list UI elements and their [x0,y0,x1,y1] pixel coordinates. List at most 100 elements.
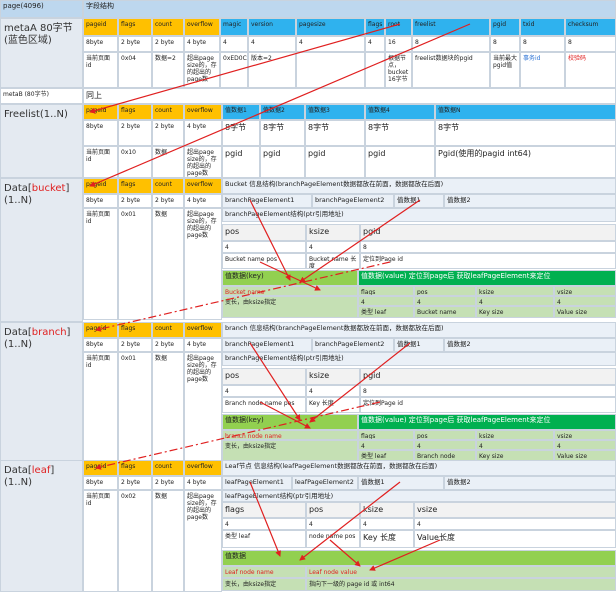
field-note: pgid [305,146,365,178]
label-part: (1..N) [4,339,33,350]
field-note: 超出page size的，存的超出的page数 [184,52,220,88]
field-size: 8字节 [305,120,365,146]
field-name: count [152,178,184,194]
field-name: flags [118,460,152,476]
data-note: 变长，由ksize指定 [222,578,306,591]
field-note: Bucket name 长度 [306,253,360,269]
value-size: 4 [554,440,616,450]
label-part: branch [31,327,67,338]
field-note: 数据=2 [152,52,184,88]
field-size: 4 [222,385,306,397]
value-size: 4 [554,296,616,306]
label-part: ] [50,465,55,476]
struct-title: branch 信息结构(branchPageElement数据都放在前面，数据都… [222,322,616,338]
value-field: pos [414,430,476,440]
field-size: 4 [306,518,360,530]
key-note: 变长，由ksize指定 [222,440,358,462]
key-title: 值数据(key) [222,414,358,430]
value-note: Value size [554,306,616,318]
field-name: pgid [490,18,520,36]
field-name: ksize [360,502,414,518]
field-note: 定位到Page id [360,253,616,269]
element: leafPageElement2 [292,476,358,490]
element: 值数据2 [444,194,616,208]
field-size: 4 byte [184,476,222,490]
field-size: 2 byte [152,338,184,352]
field-note: 根据节点，bucket 16字节 [385,52,412,88]
cell [365,52,385,88]
section-label: metaB (80字节) [0,88,83,104]
struct-title: Leaf节点 信息结构(leafPageElement数据都放在前面，数据都放在… [222,460,616,476]
section-label: Data[branch] (1..N) [0,322,83,466]
field-name: pgid [360,368,616,385]
field-size: 2 byte [152,120,184,146]
field-size: 4 [306,241,360,253]
field-name: pageid [83,460,118,476]
field-name: pageid [83,18,118,36]
value-field: ksize [476,430,554,440]
label-part: (1..N) [4,477,33,488]
field-note: 校验码 [565,52,616,88]
field-note: pgid [222,146,260,178]
field-size: 2 byte [152,476,184,490]
key-name: Bucket name [222,286,358,296]
field-size: 2 byte [118,338,152,352]
field-name: overflow [184,322,222,338]
field-size: 8byte [83,194,118,208]
field-name: 值数据2 [260,104,305,120]
value-field: flags [358,430,414,440]
element: 值数据1 [358,476,444,490]
data-title: 值数据 [222,550,616,566]
field-note: 类型 leaf [222,530,306,548]
value-field: vsize [554,430,616,440]
field-size: 4 [414,518,616,530]
section-label: Data[bucket] (1..N) [0,178,83,322]
field-size: 8 [360,241,616,253]
field-note: 当前最大pgid值 [490,52,520,88]
field-note: 0x02 [118,490,152,592]
field-note: 超出page size的，存的超出的page数 [184,352,222,464]
field-note: 定位到Page id [360,397,616,413]
field-size: 2 byte [118,194,152,208]
label-part: (1..N) [4,195,33,206]
field-size: 4 [296,36,365,52]
element: branchPageElement1 [222,338,312,352]
note: 同上 [83,88,616,104]
field-name: ksize [306,368,360,385]
field-size: 8 [490,36,520,52]
field-name: pageid [83,178,118,194]
element: branchPageElement1 [222,194,312,208]
element-title: branchPageElement结构(ptr引用地址) [222,352,616,366]
value-size: 4 [476,296,554,306]
field-size: 4 [222,518,306,530]
field-note: node name pos [306,530,360,548]
field-note: 数据 [152,490,184,592]
field-size: 8 [565,36,616,52]
field-note: 数据 [152,352,184,464]
value-title: 值数据(value) 定位到page后 获取leafPageElement来定位 [358,270,616,286]
field-name: pgid [360,224,616,241]
field-name: pos [222,368,306,385]
field-name: ksize [306,224,360,241]
field-name: checksum [565,18,616,36]
key-name: branch node name [222,430,358,440]
field-note: Bucket name pos [222,253,306,269]
field-name: pageid [83,104,118,120]
field-name: flags [365,18,385,36]
field-size: 4 byte [184,36,220,52]
value-field: vsize [554,286,616,296]
label-part: Data[ [4,327,32,338]
value-field: flags [358,286,414,296]
field-size: 4 [360,518,414,530]
field-note: Value长度 [414,530,616,548]
field-name: pos [306,502,360,518]
field-size: 4 [306,385,360,397]
field-name: freelist [412,18,490,36]
element: leafPageElement1 [222,476,292,490]
field-size: 4 byte [184,120,222,146]
section-label: metaA 80字节(蓝色区域) [0,18,83,88]
label-part: ] [66,327,71,338]
field-size: 4 [222,241,306,253]
value-note: Bucket name [414,306,476,318]
